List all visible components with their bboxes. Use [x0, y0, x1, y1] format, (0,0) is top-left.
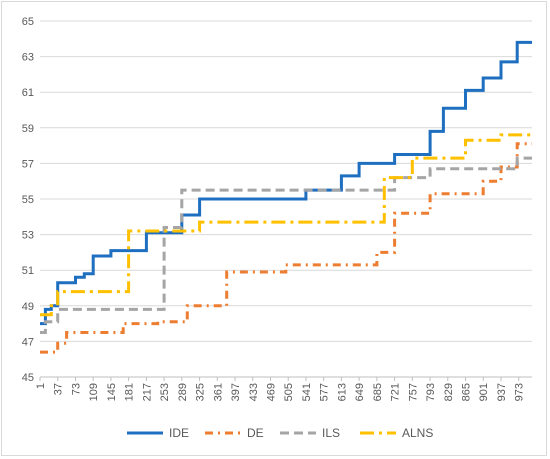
- x-tick-label: 253: [159, 383, 171, 401]
- y-tick-label: 61: [22, 87, 34, 99]
- legend: IDE DE ILS ALNS: [127, 426, 433, 440]
- y-tick-label: 45: [22, 372, 34, 384]
- x-tick-label: 793: [425, 383, 437, 401]
- legend-label-alns: ALNS: [402, 426, 433, 440]
- y-tick-label: 49: [22, 301, 34, 313]
- x-tick-label: 865: [461, 383, 473, 401]
- series-lines: [40, 40, 532, 354]
- x-tick-label: 685: [372, 383, 384, 401]
- y-tick-label: 47: [22, 336, 34, 348]
- series-line-alns: [40, 133, 532, 317]
- x-tick-label: 505: [283, 383, 295, 401]
- x-tick-label: 73: [70, 383, 82, 395]
- x-tick-label: 577: [319, 383, 331, 401]
- legend-label-de: DE: [247, 426, 264, 440]
- x-tick-label: 109: [88, 383, 100, 401]
- y-tick-label: 55: [22, 194, 34, 206]
- x-tick-label: 37: [53, 383, 65, 395]
- y-tick-label: 63: [22, 52, 34, 64]
- y-tick-label: 57: [22, 158, 34, 170]
- gridlines: [40, 20, 532, 342]
- x-tick-label: 649: [354, 383, 366, 401]
- x-tick-label: 289: [177, 383, 189, 401]
- series-line-ils: [40, 156, 532, 334]
- x-tick-label: 217: [141, 383, 153, 401]
- y-tick-label: 51: [22, 265, 34, 277]
- y-tick-label: 59: [22, 123, 34, 135]
- series-line-de: [40, 142, 532, 354]
- x-tick-label: 325: [195, 383, 207, 401]
- series-line-ide: [40, 40, 532, 326]
- x-tick-label: 829: [443, 383, 455, 401]
- x-tick-label: 757: [407, 383, 419, 401]
- x-tick-label: 397: [230, 383, 242, 401]
- x-tick-label: 181: [124, 383, 136, 401]
- x-tick-label: 145: [106, 383, 118, 401]
- x-tick-label: 1: [35, 383, 47, 389]
- y-tick-label: 65: [22, 16, 34, 28]
- x-tick-label: 901: [478, 383, 490, 401]
- axes: 45 47 49 51 53 55 57 59 61 63 65 1 37 73 109 145 181 217 2…: [22, 16, 532, 401]
- legend-label-ide: IDE: [169, 426, 189, 440]
- x-tick-label: 937: [496, 383, 508, 401]
- legend-label-ils: ILS: [322, 426, 340, 440]
- y-tick-label: 53: [22, 230, 34, 242]
- x-tick-label: 973: [514, 383, 526, 401]
- x-tick-label: 541: [301, 383, 313, 401]
- x-tick-label: 613: [336, 383, 348, 401]
- x-tick-label: 361: [212, 383, 224, 401]
- x-tick-label: 433: [248, 383, 260, 401]
- x-tick-label: 721: [390, 383, 402, 401]
- x-tick-label: 469: [265, 383, 277, 401]
